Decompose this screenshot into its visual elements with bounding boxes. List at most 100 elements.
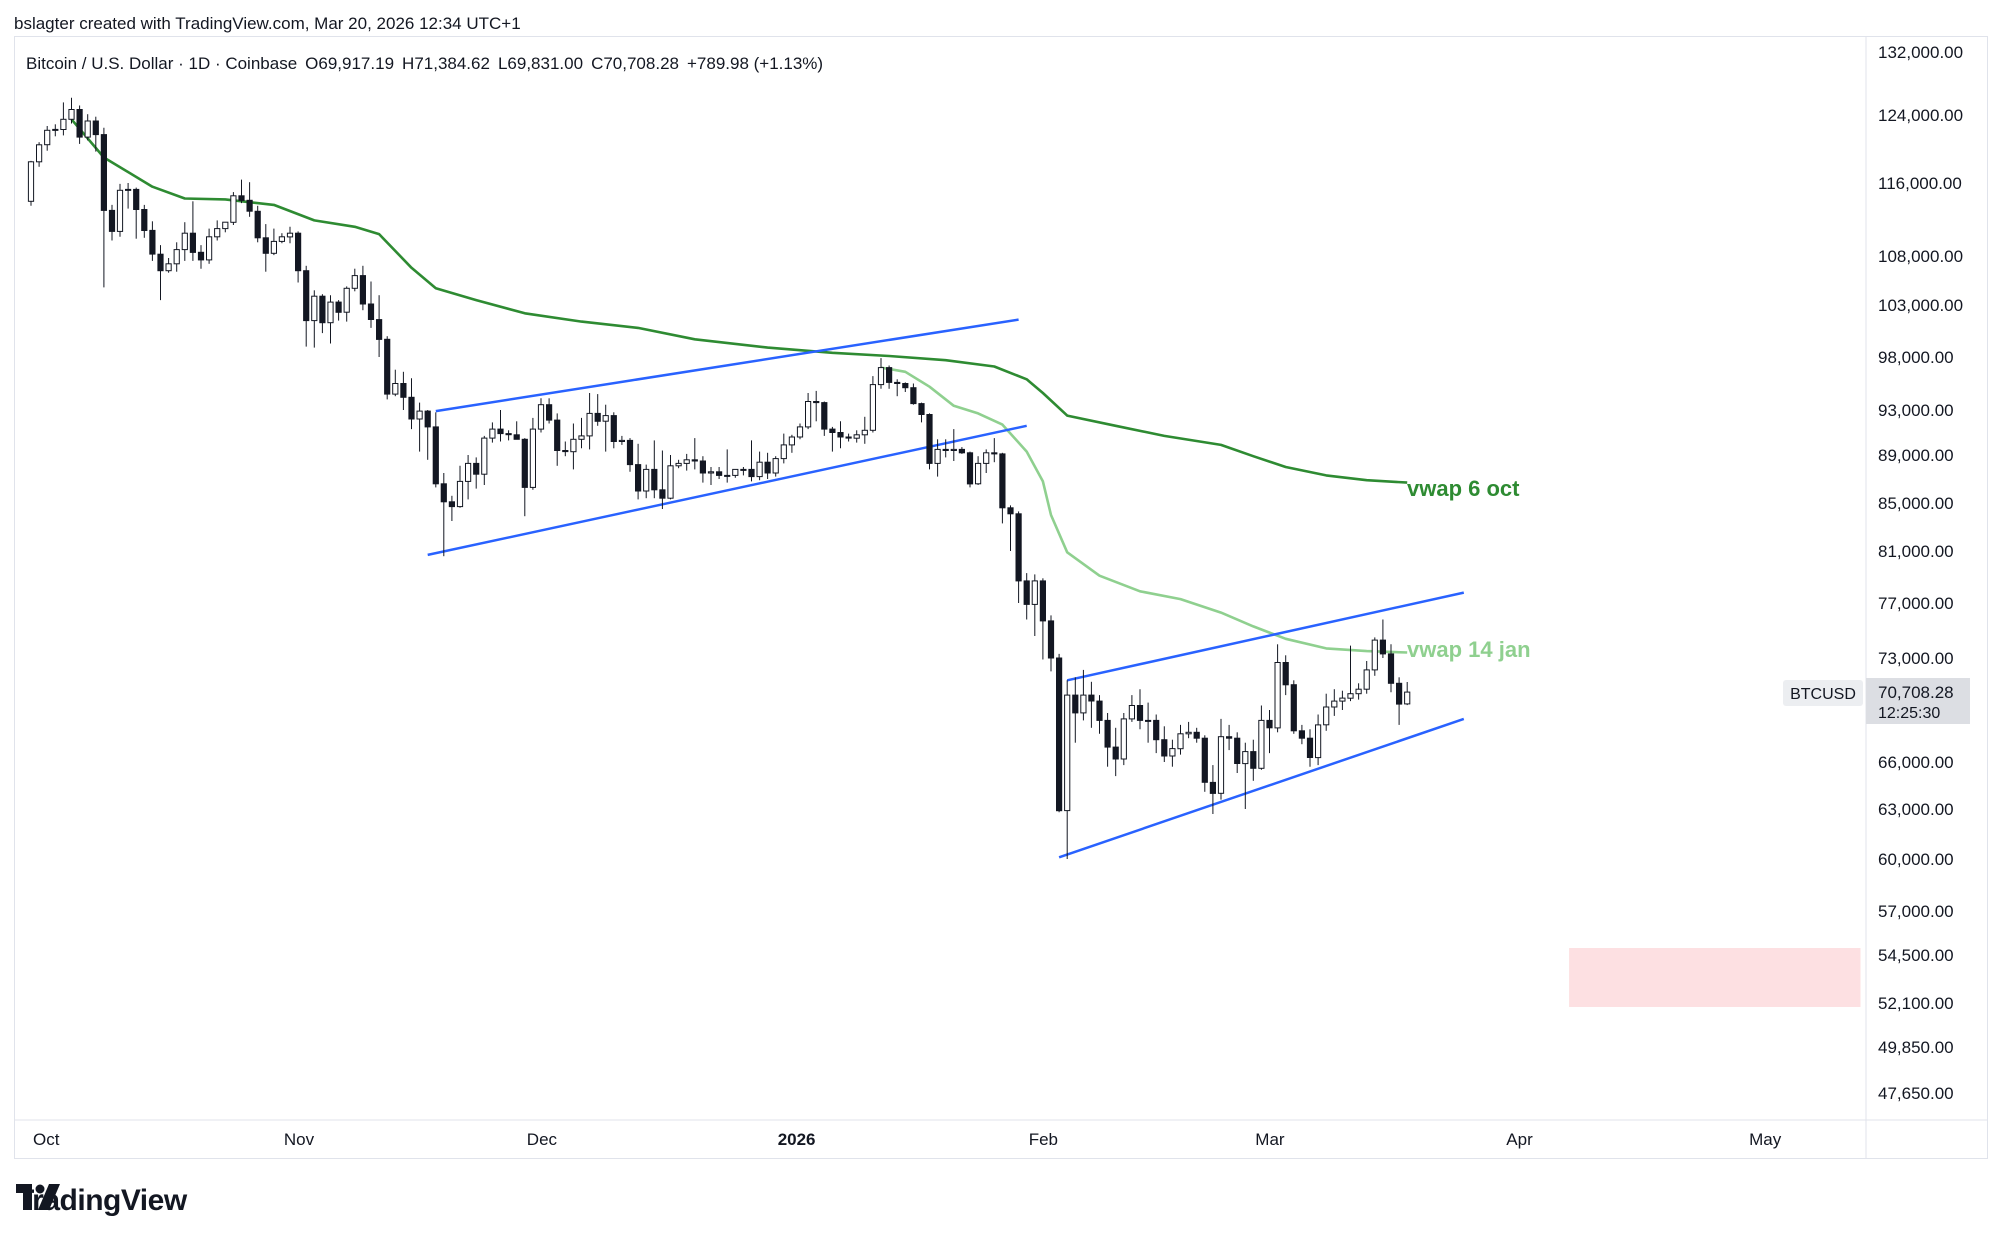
candle-body bbox=[1088, 694, 1095, 702]
candle-body bbox=[1096, 700, 1103, 721]
target-zone bbox=[1569, 948, 1861, 1007]
legend-open-label: O bbox=[305, 54, 318, 73]
candle-body bbox=[125, 188, 132, 191]
candle-body bbox=[570, 438, 577, 453]
candle bbox=[1266, 710, 1273, 754]
chart-grid bbox=[14, 36, 1988, 1158]
candle bbox=[311, 290, 318, 348]
candle bbox=[1355, 683, 1362, 700]
candle bbox=[335, 300, 342, 321]
candle bbox=[796, 423, 804, 440]
candle bbox=[950, 429, 957, 461]
candle bbox=[1064, 680, 1071, 859]
candle-body bbox=[222, 221, 229, 230]
candle bbox=[465, 455, 472, 500]
candle-body bbox=[157, 253, 164, 272]
candle-body bbox=[92, 120, 99, 136]
candle-body bbox=[440, 483, 447, 503]
candle-body bbox=[796, 426, 804, 438]
candle bbox=[1007, 505, 1014, 551]
candle bbox=[861, 416, 868, 444]
candle-body bbox=[1371, 639, 1378, 671]
price-tick-label: 47,650.00 bbox=[1878, 1084, 1954, 1103]
price-tick-label: 116,000.00 bbox=[1878, 174, 1962, 193]
candle bbox=[966, 451, 974, 488]
candle bbox=[1015, 511, 1022, 603]
candle bbox=[408, 378, 415, 430]
candle bbox=[286, 226, 294, 244]
candle bbox=[1047, 615, 1055, 672]
candle bbox=[1250, 739, 1257, 781]
legend-low: 69,831.00 bbox=[507, 54, 583, 73]
price-tick-label: 52,100.00 bbox=[1878, 994, 1954, 1013]
candle-body bbox=[869, 384, 876, 431]
tradingview-logo[interactable]: TradingView bbox=[16, 1184, 187, 1218]
candle-body bbox=[1161, 739, 1168, 757]
candle-body bbox=[311, 295, 318, 322]
time-tick-label: Apr bbox=[1506, 1130, 1533, 1149]
candle bbox=[116, 183, 124, 237]
chart-attribution: bslagter created with TradingView.com, M… bbox=[14, 14, 521, 33]
candle-body bbox=[546, 404, 553, 421]
candle bbox=[1104, 713, 1111, 767]
candle-body bbox=[262, 237, 269, 254]
candle-body bbox=[384, 338, 391, 395]
candle bbox=[392, 369, 399, 397]
candle bbox=[764, 452, 771, 479]
candle-body bbox=[1339, 697, 1346, 702]
candle-body bbox=[392, 383, 399, 395]
candle-layer bbox=[27, 97, 1411, 859]
vwap-oct-label: vwap 6 oct bbox=[1407, 476, 1520, 501]
candle bbox=[489, 422, 496, 443]
candle bbox=[1153, 714, 1160, 754]
candle-body bbox=[805, 401, 812, 428]
last-price-label: 70,708.28 bbox=[1878, 683, 1954, 702]
candle bbox=[327, 295, 334, 344]
candle-body bbox=[910, 387, 917, 405]
candle bbox=[1363, 661, 1370, 694]
candle-body bbox=[902, 383, 909, 389]
price-tick-label: 66,000.00 bbox=[1878, 753, 1954, 772]
candle bbox=[1161, 726, 1168, 762]
candle-body bbox=[1169, 748, 1176, 757]
candle bbox=[1379, 619, 1387, 658]
candle bbox=[546, 398, 553, 424]
candle bbox=[918, 402, 925, 423]
candle-body bbox=[473, 462, 480, 475]
price-tick-label: 85,000.00 bbox=[1878, 494, 1954, 513]
candle-body bbox=[1387, 653, 1395, 684]
price-tick-label: 108,000.00 bbox=[1878, 247, 1963, 266]
candle-body bbox=[724, 474, 731, 477]
candle bbox=[303, 265, 310, 347]
candle bbox=[1306, 729, 1314, 767]
candle bbox=[602, 404, 609, 452]
legend-close-label: C bbox=[591, 54, 603, 73]
price-tick-label: 81,000.00 bbox=[1878, 542, 1954, 561]
candle bbox=[756, 451, 763, 481]
candle-body bbox=[359, 275, 366, 305]
candle bbox=[246, 182, 253, 217]
candle bbox=[351, 268, 358, 292]
candle-body bbox=[343, 287, 350, 313]
candle bbox=[149, 221, 156, 261]
candle-body bbox=[748, 468, 755, 478]
candle-body bbox=[1379, 639, 1387, 655]
candle-body bbox=[1128, 705, 1136, 720]
candle-body bbox=[1031, 580, 1038, 605]
price-tick-label: 77,000.00 bbox=[1878, 594, 1954, 613]
candle bbox=[36, 142, 43, 167]
candle bbox=[707, 467, 715, 485]
candle bbox=[1323, 693, 1330, 731]
trendline bbox=[1066, 591, 1465, 682]
trendline-layer bbox=[427, 318, 1465, 859]
candle bbox=[108, 204, 116, 241]
candle-body bbox=[1242, 751, 1249, 765]
candle-body bbox=[821, 402, 828, 430]
candle-body bbox=[149, 229, 156, 255]
candle bbox=[319, 294, 326, 334]
legend-high-label: H bbox=[402, 54, 414, 73]
candle-body bbox=[254, 210, 261, 239]
trendline bbox=[427, 424, 1027, 557]
candle-body bbox=[1153, 719, 1160, 741]
